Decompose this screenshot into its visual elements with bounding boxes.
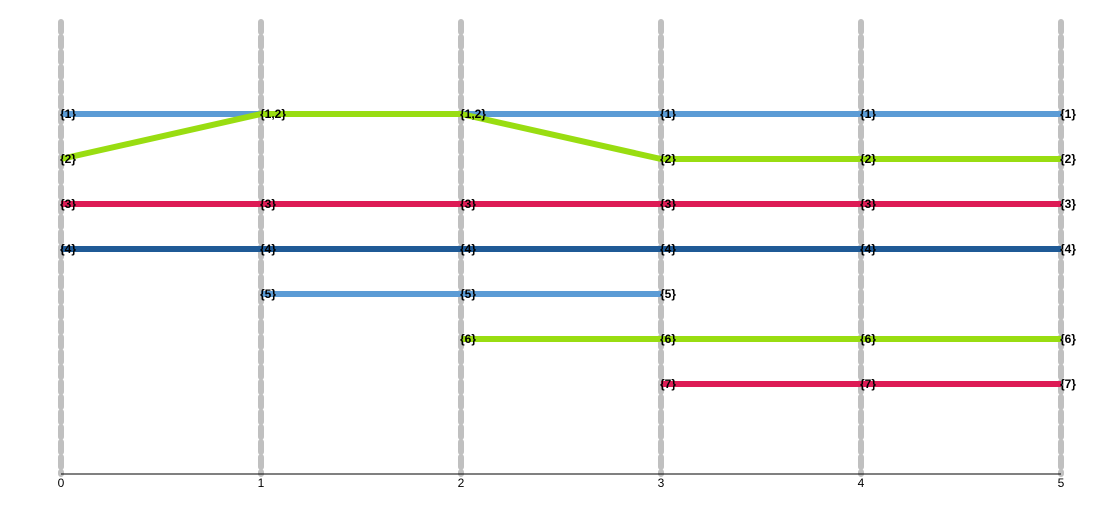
- node-label: {3}: [260, 197, 276, 211]
- node-label: {2}: [660, 152, 676, 166]
- node-label: {6}: [660, 332, 676, 346]
- node-label: {5}: [460, 287, 476, 301]
- node-label: {2}: [1060, 152, 1076, 166]
- node-labels-layer: {1} {2} {3} {4} {1,2} {3} {4} {5} {1,2} {3} {4} {5}…: [60, 107, 1076, 391]
- node-label: {4}: [660, 242, 676, 256]
- node-label: {4}: [860, 242, 876, 256]
- x-axis: 0 1 2 3 4 5: [58, 473, 1065, 490]
- node-label: {1,2}: [260, 107, 286, 121]
- node-label: {6}: [860, 332, 876, 346]
- x-tick-label: 1: [258, 476, 265, 490]
- node-label: {7}: [860, 377, 876, 391]
- node-label: {3}: [860, 197, 876, 211]
- node-label: {1}: [60, 107, 76, 121]
- node-label: {2}: [860, 152, 876, 166]
- node-label: {1}: [860, 107, 876, 121]
- node-label: {3}: [60, 197, 76, 211]
- node-label: {4}: [460, 242, 476, 256]
- node-label: {1}: [1060, 107, 1076, 121]
- x-tick-label: 2: [458, 476, 465, 490]
- x-tick-label: 5: [1058, 476, 1065, 490]
- node-label: {4}: [260, 242, 276, 256]
- node-label: {1,2}: [460, 107, 486, 121]
- node-label: {3}: [660, 197, 676, 211]
- node-label: {5}: [660, 287, 676, 301]
- x-tick-label: 3: [658, 476, 665, 490]
- node-label: {6}: [1060, 332, 1076, 346]
- node-label: {4}: [60, 242, 76, 256]
- node-label: {3}: [1060, 197, 1076, 211]
- node-label: {7}: [1060, 377, 1076, 391]
- node-label: {3}: [460, 197, 476, 211]
- node-label: {6}: [460, 332, 476, 346]
- node-label: {1}: [660, 107, 676, 121]
- node-label: {4}: [1060, 242, 1076, 256]
- node-label: {2}: [60, 152, 76, 166]
- x-tick-label: 0: [58, 476, 65, 490]
- node-label: {5}: [260, 287, 276, 301]
- node-label: {7}: [660, 377, 676, 391]
- lane-2: [60, 111, 1061, 162]
- lanes-layer: [60, 111, 1061, 387]
- x-tick-label: 4: [858, 476, 865, 490]
